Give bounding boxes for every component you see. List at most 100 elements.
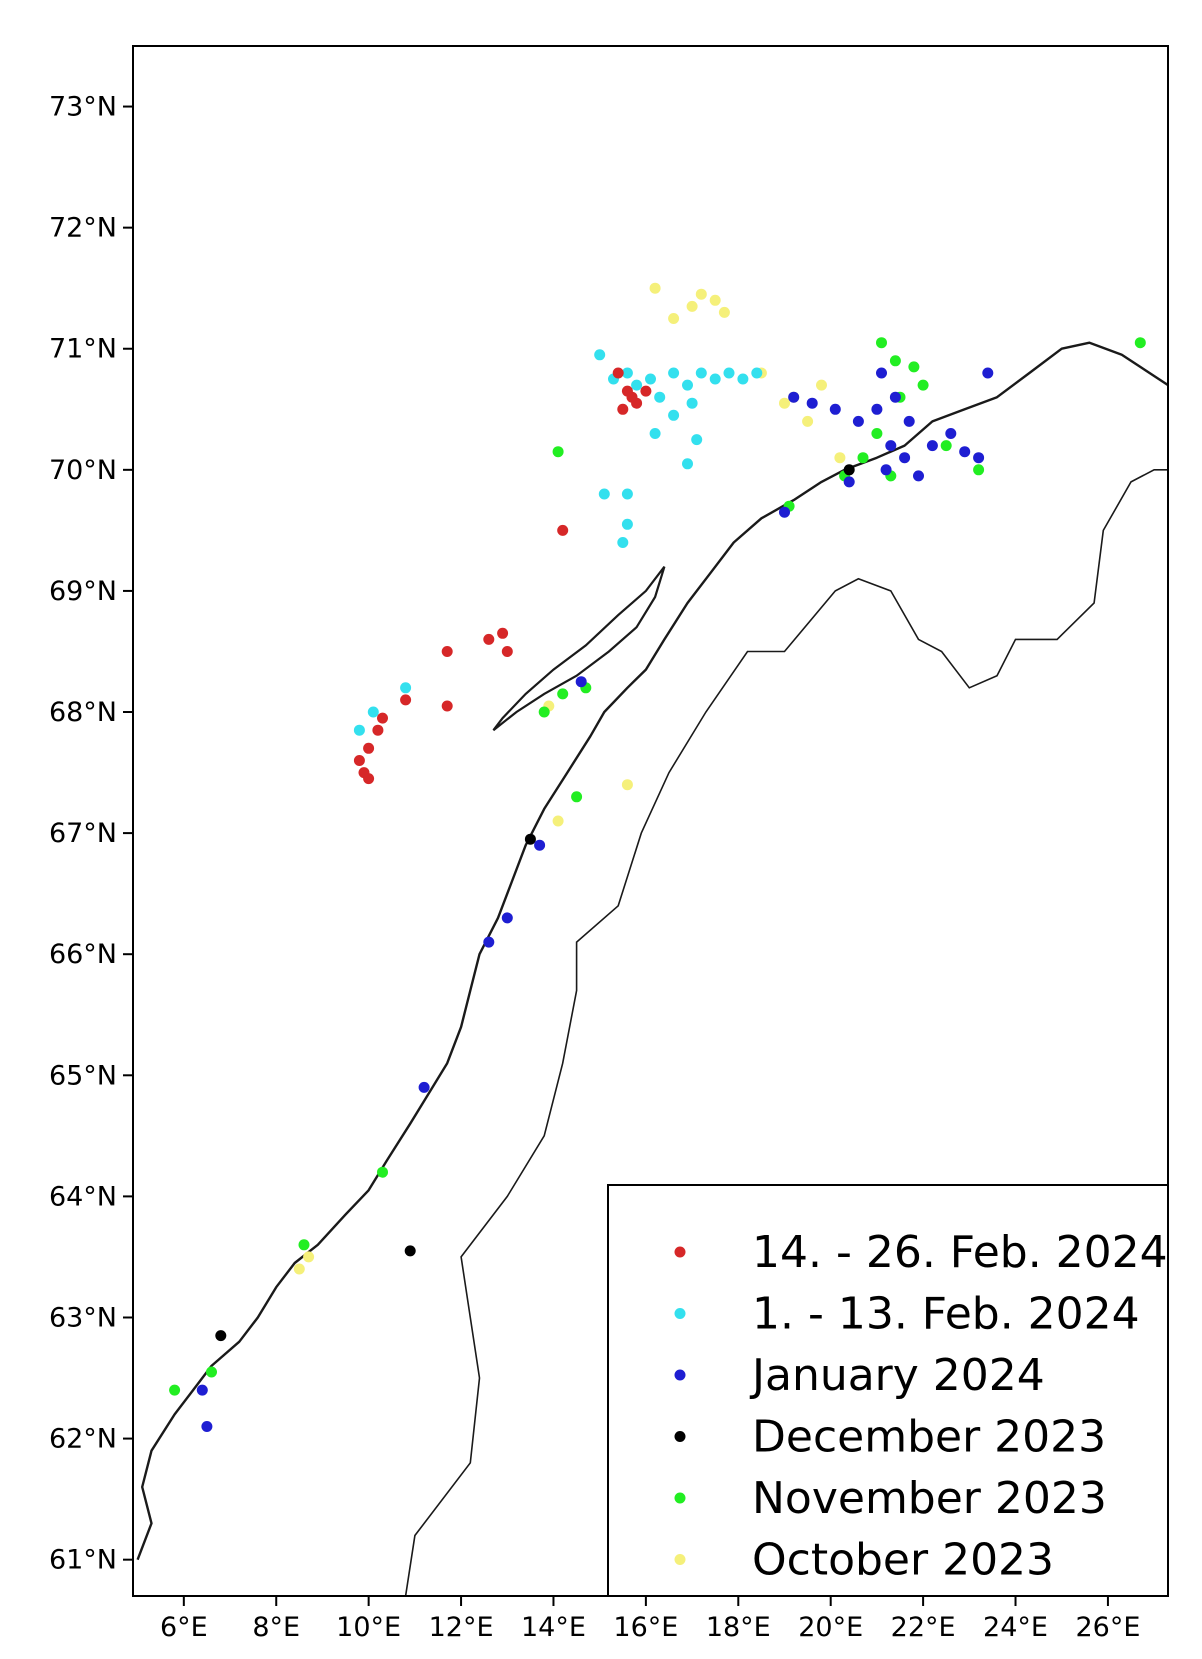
observation-point-feb1 (598, 488, 610, 500)
observation-point-oct (621, 779, 633, 791)
lat-tick-label: 68°N (49, 697, 117, 728)
observation-point-feb1 (737, 373, 749, 385)
observation-point-oct (834, 452, 846, 464)
observation-point-dec (843, 464, 855, 476)
observation-point-jan (843, 476, 855, 488)
observation-point-feb2 (617, 403, 629, 415)
legend-marker-jan (674, 1369, 686, 1381)
observation-point-feb2 (497, 627, 509, 639)
legend: 14. - 26. Feb. 2024 1. - 13. Feb. 2024 Jan… (607, 1184, 1169, 1597)
observation-point-oct (709, 294, 721, 306)
observation-point-nov (889, 355, 901, 367)
observation-point-jan (885, 440, 897, 452)
observation-point-feb1 (621, 518, 633, 530)
observation-point-nov (1134, 337, 1146, 349)
observation-point-jan (788, 391, 800, 403)
lat-tick-label: 61°N (49, 1545, 117, 1576)
observation-point-feb2 (372, 724, 384, 736)
observation-point-jan (973, 452, 985, 464)
observation-point-oct (649, 282, 661, 294)
latitude-axis: 61°N 62°N 63°N 64°N 65°N 66°N 67°N 68°N 69°N 70°N… (49, 92, 133, 1576)
observation-point-nov (552, 446, 564, 458)
observation-point-jan (201, 1421, 213, 1432)
observation-point-dec (215, 1330, 227, 1342)
observation-point-nov (876, 337, 887, 349)
lat-tick-label: 69°N (49, 576, 117, 607)
legend-label-dec: December 2023 (752, 1412, 1106, 1463)
observation-point-feb2 (501, 646, 513, 657)
legend-marker-feb1 (674, 1308, 686, 1319)
observation-point-jan (418, 1081, 430, 1093)
observation-point-jan (852, 415, 864, 427)
observation-point-jan (779, 506, 790, 518)
observation-point-oct (552, 815, 564, 827)
observation-point-feb1 (668, 409, 680, 421)
legend-marker-dec (674, 1431, 686, 1442)
observation-point-jan (899, 452, 911, 464)
observation-point-feb1 (723, 367, 735, 379)
observation-point-jan (876, 367, 887, 379)
observation-point-feb2 (612, 367, 624, 379)
lat-tick-label: 72°N (49, 213, 117, 244)
observation-point-oct (779, 397, 790, 409)
observation-point-nov (940, 440, 952, 452)
observation-point-jan (483, 936, 495, 948)
observation-point-jan (926, 440, 938, 452)
observation-point-nov (908, 361, 920, 373)
legend-label-oct: October 2023 (752, 1535, 1054, 1586)
observation-point-oct (686, 300, 698, 312)
lat-tick-label: 64°N (49, 1181, 117, 1212)
lat-tick-label: 63°N (49, 1302, 117, 1333)
lat-tick-label: 65°N (49, 1060, 117, 1091)
lon-tick-label: 18°E (706, 1612, 771, 1643)
observation-point-feb1 (709, 373, 721, 385)
norway-coastline (136, 341, 1168, 1561)
lon-tick-label: 26°E (1075, 1612, 1140, 1643)
observation-point-feb2 (441, 700, 453, 712)
observation-point-feb1 (649, 428, 661, 439)
lon-tick-label: 8°E (252, 1612, 300, 1643)
observation-point-feb2 (353, 755, 365, 766)
observation-point-feb1 (621, 488, 633, 500)
observation-point-feb2 (377, 712, 388, 724)
observation-point-feb1 (645, 373, 656, 385)
legend-label-feb2: 14. - 26. Feb. 2024 (752, 1227, 1168, 1278)
national-border (404, 469, 1168, 1596)
legend-label-nov: November 2023 (752, 1473, 1107, 1524)
observation-point-nov (857, 452, 869, 464)
legend-label-feb1: 1. - 13. Feb. 2024 (752, 1289, 1140, 1340)
observation-point-feb1 (353, 724, 365, 736)
observation-point-dec (404, 1245, 416, 1257)
observation-point-feb1 (682, 379, 693, 391)
observation-point-feb2 (626, 391, 638, 403)
observation-point-nov (917, 379, 929, 391)
observation-point-jan (871, 403, 883, 415)
observation-point-nov (206, 1366, 217, 1378)
observation-point-feb2 (483, 633, 495, 645)
observation-point-jan (534, 839, 546, 851)
observation-point-feb2 (640, 385, 652, 397)
legend-marker-oct (674, 1554, 686, 1565)
lat-tick-label: 70°N (49, 455, 117, 486)
lat-tick-label: 62°N (49, 1424, 117, 1455)
coastline-layer (136, 341, 1168, 1596)
observation-point-oct (695, 288, 707, 300)
observation-point-jan (959, 446, 971, 458)
observation-point-jan (806, 397, 818, 409)
observation-point-nov (169, 1384, 181, 1396)
observation-point-feb1 (617, 537, 629, 548)
observation-point-nov (973, 464, 985, 476)
observation-point-jan (575, 676, 587, 688)
observation-point-feb1 (631, 379, 643, 391)
observation-point-feb1 (695, 367, 707, 379)
lon-tick-label: 14°E (521, 1612, 586, 1643)
observation-point-feb1 (751, 367, 763, 379)
lon-tick-label: 22°E (891, 1612, 956, 1643)
observation-point-feb1 (691, 434, 703, 446)
observation-point-feb1 (668, 367, 680, 379)
observation-point-feb1 (682, 458, 693, 470)
observation-point-oct (816, 379, 827, 391)
lon-tick-label: 24°E (983, 1612, 1048, 1643)
observation-point-oct (718, 306, 730, 318)
lat-tick-label: 66°N (49, 939, 117, 970)
